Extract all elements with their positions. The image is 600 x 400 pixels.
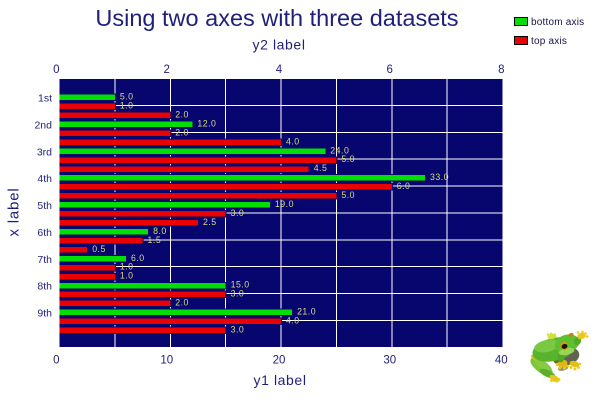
svg-text:8: 8 bbox=[498, 64, 504, 76]
svg-text:19.0: 19.0 bbox=[275, 199, 294, 209]
svg-text:x label: x label bbox=[6, 188, 23, 237]
svg-text:1.0: 1.0 bbox=[120, 100, 134, 110]
svg-text:1.0: 1.0 bbox=[120, 271, 134, 281]
svg-text:6: 6 bbox=[387, 64, 393, 76]
svg-text:4: 4 bbox=[276, 64, 283, 76]
svg-text:7th: 7th bbox=[37, 254, 52, 266]
svg-text:6.0: 6.0 bbox=[131, 253, 145, 263]
svg-text:5th: 5th bbox=[37, 200, 52, 212]
svg-text:3rd: 3rd bbox=[37, 146, 52, 158]
svg-text:8th: 8th bbox=[37, 281, 52, 293]
svg-text:0.5: 0.5 bbox=[92, 244, 106, 254]
svg-text:30: 30 bbox=[383, 355, 396, 367]
svg-text:y1 label: y1 label bbox=[253, 372, 306, 388]
svg-text:4.0: 4.0 bbox=[286, 316, 300, 326]
svg-text:20: 20 bbox=[273, 355, 286, 367]
svg-text:3.0: 3.0 bbox=[231, 208, 245, 218]
svg-text:4th: 4th bbox=[37, 173, 52, 185]
svg-text:9th: 9th bbox=[37, 308, 52, 320]
svg-text:6.0: 6.0 bbox=[397, 181, 411, 191]
svg-text:2.0: 2.0 bbox=[175, 298, 189, 308]
svg-text:1st: 1st bbox=[38, 93, 52, 105]
svg-text:2: 2 bbox=[164, 64, 170, 76]
svg-text:0: 0 bbox=[53, 355, 59, 367]
svg-text:Using two axes with three data: Using two axes with three datasets bbox=[95, 5, 458, 31]
svg-text:2.0: 2.0 bbox=[175, 127, 189, 137]
svg-text:bottom axis: bottom axis bbox=[531, 17, 584, 28]
svg-text:2nd: 2nd bbox=[34, 119, 52, 131]
svg-text:33.0: 33.0 bbox=[430, 172, 449, 182]
svg-text:6th: 6th bbox=[37, 227, 52, 239]
svg-text:4.0: 4.0 bbox=[286, 136, 300, 146]
svg-text:1.0: 1.0 bbox=[120, 262, 134, 272]
svg-text:40: 40 bbox=[495, 355, 508, 367]
svg-text:3.0: 3.0 bbox=[231, 289, 245, 299]
svg-text:3.0: 3.0 bbox=[231, 324, 245, 334]
svg-text:4.5: 4.5 bbox=[314, 163, 328, 173]
svg-text:y2 label: y2 label bbox=[252, 37, 305, 53]
svg-text:0: 0 bbox=[53, 64, 59, 76]
svg-text:12.0: 12.0 bbox=[197, 118, 216, 128]
svg-text:5.0: 5.0 bbox=[341, 154, 355, 164]
svg-text:15.0: 15.0 bbox=[231, 280, 250, 290]
svg-text:2.0: 2.0 bbox=[175, 109, 189, 119]
svg-text:1.5: 1.5 bbox=[148, 235, 162, 245]
svg-text:5.0: 5.0 bbox=[120, 92, 134, 102]
svg-text:24.0: 24.0 bbox=[330, 145, 349, 155]
svg-text:5.0: 5.0 bbox=[341, 190, 355, 200]
svg-text:10: 10 bbox=[160, 355, 173, 367]
svg-text:21.0: 21.0 bbox=[297, 307, 316, 317]
svg-text:top axis: top axis bbox=[531, 36, 567, 47]
svg-text:8.0: 8.0 bbox=[153, 226, 167, 236]
svg-text:2.5: 2.5 bbox=[203, 217, 217, 227]
